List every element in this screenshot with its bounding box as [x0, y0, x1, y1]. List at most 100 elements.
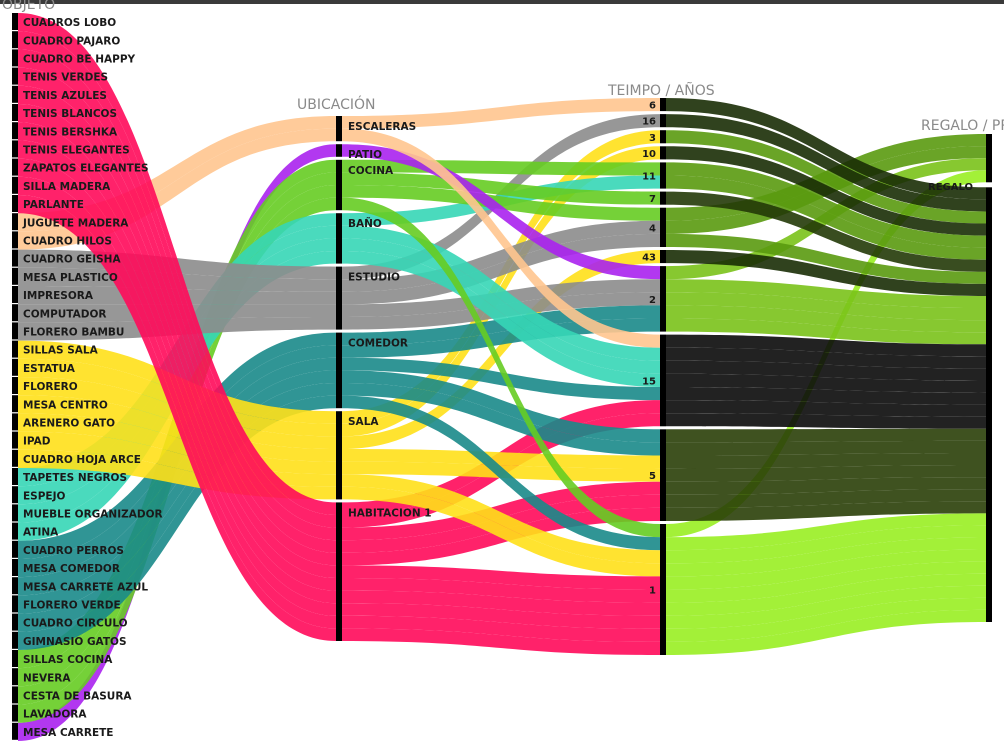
ribbon-bano-to-t15[interactable] — [342, 225, 660, 361]
tiempo-bar-7[interactable] — [660, 191, 666, 205]
regalo-bar-regalo[interactable] — [986, 134, 992, 183]
ribbon-t1-to-propio[interactable] — [666, 573, 986, 616]
objeto-bar-cuadro-circulo[interactable] — [12, 613, 18, 631]
objeto-bar-estatua[interactable] — [12, 358, 18, 376]
ribbon-t5-to-propio[interactable] — [666, 440, 986, 456]
ribbon-t5-to-propio[interactable] — [666, 489, 986, 508]
ribbon-mesa-centro-to-sala[interactable] — [18, 395, 336, 462]
ribbon-comedor-to-t5[interactable] — [342, 370, 660, 443]
ribbon-t6-to-propio[interactable] — [666, 98, 986, 200]
objeto-bar-cuadro-be-happy[interactable] — [12, 49, 18, 67]
ribbon-t1-to-propio[interactable] — [666, 585, 986, 629]
objeto-bar-atina[interactable] — [12, 522, 18, 540]
tiempo-bar-10[interactable] — [660, 146, 666, 160]
ribbon-sala-to-t5[interactable] — [342, 449, 660, 469]
objeto-bar-florero-bambu[interactable] — [12, 322, 18, 340]
objeto-bar-tenis-elegantes[interactable] — [12, 140, 18, 158]
ubicacion-bar-cocina[interactable] — [336, 159, 342, 211]
ribbon-sala-to-t43[interactable] — [342, 250, 660, 449]
ribbon-comedor-to-t5[interactable] — [342, 383, 660, 456]
objeto-bar-tenis-blancos[interactable] — [12, 104, 18, 121]
ubicacion-bar-patio[interactable] — [336, 144, 342, 157]
tiempo-bar-43[interactable] — [660, 250, 666, 264]
ribbon-t5-to-propio[interactable] — [666, 477, 986, 495]
tiempo-bar-3[interactable] — [660, 130, 666, 144]
ribbon-t15-to-propio[interactable] — [666, 334, 986, 357]
objeto-bar-tenis-verdes[interactable] — [12, 67, 18, 85]
ribbon-t1-to-propio[interactable] — [666, 609, 986, 655]
ribbon-t2-to-propio[interactable] — [666, 292, 986, 321]
ribbon-t2-to-propio[interactable] — [666, 318, 986, 345]
objeto-bar-cuadro-perros[interactable] — [12, 540, 18, 558]
ribbon-t5-to-propio[interactable] — [666, 465, 986, 482]
ribbon-escaleras-to-t15[interactable] — [342, 128, 660, 348]
objeto-bar-cuadro-geisha[interactable] — [12, 249, 18, 267]
ribbon-t1-to-propio[interactable] — [666, 513, 986, 551]
objeto-bar-juguete-madera[interactable] — [12, 213, 18, 231]
ribbon-t2-to-propio[interactable] — [666, 279, 986, 309]
objeto-bar-lavadora[interactable] — [12, 704, 18, 722]
objeto-bar-impresora[interactable] — [12, 286, 18, 303]
objeto-bar-mesa-centro[interactable] — [12, 395, 18, 413]
ribbon-estudio-to-t4[interactable] — [342, 233, 660, 305]
ribbon-escaleras-to-t6[interactable] — [342, 98, 660, 129]
ribbon-tenis-elegantes-to-habitacion-1[interactable] — [18, 140, 336, 604]
objeto-bar-mesa-carrete-azul[interactable] — [12, 577, 18, 595]
ribbon-cuadros-lobo-to-habitacion-1[interactable] — [18, 13, 336, 515]
objeto-bar-arenero-gato[interactable] — [12, 413, 18, 431]
objeto-bar-cuadro-hilos[interactable] — [12, 231, 18, 249]
ribbon-t3-to-propio[interactable] — [666, 130, 986, 224]
ribbon-sala-to-t3[interactable] — [342, 130, 660, 424]
ribbon-florero-verde-to-comedor[interactable] — [18, 370, 336, 614]
ribbon-t1-to-propio[interactable] — [666, 597, 986, 642]
objeto-bar-tenis-azules[interactable] — [12, 85, 18, 103]
ribbon-juguete-madera-to-escaleras[interactable] — [18, 116, 336, 232]
objeto-bar-cuadros-lobo[interactable] — [12, 13, 18, 30]
ribbon-cocina-to-t4[interactable] — [342, 185, 660, 221]
ribbon-t15-to-propio[interactable] — [666, 387, 986, 405]
ribbon-t15-to-propio[interactable] — [666, 373, 986, 393]
ribbon-t15-to-propio[interactable] — [666, 347, 986, 369]
tiempo-bar-6[interactable] — [660, 98, 666, 112]
tiempo-bar-1[interactable] — [660, 524, 666, 655]
ribbon-t1-to-propio[interactable] — [666, 525, 986, 564]
ribbon-t5-to-propio[interactable] — [666, 501, 986, 521]
ribbon-sala-to-t1[interactable] — [342, 486, 660, 577]
ribbon-zapatos-elegantes-to-habitacion-1[interactable] — [18, 158, 336, 616]
ubicacion-bar-habitacion-1[interactable] — [336, 502, 342, 641]
ribbon-gimnasio-gatos-to-comedor[interactable] — [18, 395, 336, 650]
ubicacion-bar-sala[interactable] — [336, 411, 342, 500]
ribbon-silla-madera-to-habitacion-1[interactable] — [18, 176, 336, 629]
tiempo-bar-16[interactable] — [660, 114, 666, 128]
ribbon-bano-to-t15[interactable] — [342, 251, 660, 387]
ribbon-cuadro-pajaro-to-habitacion-1[interactable] — [18, 31, 336, 528]
objeto-bar-tapetes-negros[interactable] — [12, 468, 18, 485]
ribbon-cuadro-circulo-to-comedor[interactable] — [18, 383, 336, 632]
objeto-bar-cesta-de-basura[interactable] — [12, 686, 18, 704]
ribbon-t1-to-propio[interactable] — [666, 537, 986, 577]
objeto-bar-cuadro-hoja-arce[interactable] — [12, 449, 18, 467]
ribbon-t11-to-propio[interactable] — [666, 175, 986, 260]
ribbon-t15-to-propio[interactable] — [666, 413, 986, 429]
ribbon-t11-to-propio[interactable] — [666, 162, 986, 248]
ribbon-comedor-to-t1[interactable] — [342, 395, 660, 551]
objeto-bar-florero-verde[interactable] — [12, 595, 18, 613]
ribbon-cuadro-hilos-to-escaleras[interactable] — [18, 128, 336, 250]
ribbon-patio-to-t2[interactable] — [342, 144, 660, 280]
objeto-bar-gimnasio-gatos[interactable] — [12, 631, 18, 649]
objeto-bar-mesa-plastico[interactable] — [12, 267, 18, 285]
ribbon-sala-to-t1[interactable] — [342, 474, 660, 564]
ribbon-t7-to-propio[interactable] — [666, 191, 986, 272]
objeto-bar-sillas-cocina[interactable] — [12, 650, 18, 667]
ribbon-habitacion-1-to-t1[interactable] — [342, 565, 660, 590]
objeto-bar-silla-madera[interactable] — [12, 176, 18, 194]
ribbon-t5-to-propio[interactable] — [666, 452, 986, 469]
ribbon-t16-to-propio[interactable] — [666, 114, 986, 212]
objeto-bar-parlante[interactable] — [12, 195, 18, 212]
ubicacion-bar-escaleras[interactable] — [336, 116, 342, 142]
objeto-bar-ipad[interactable] — [12, 431, 18, 449]
objeto-bar-mesa-carrete[interactable] — [12, 722, 18, 740]
objeto-bar-cuadro-pajaro[interactable] — [12, 31, 18, 49]
ubicacion-bar-estudio[interactable] — [336, 266, 342, 330]
ribbon-t10-to-propio[interactable] — [666, 146, 986, 236]
